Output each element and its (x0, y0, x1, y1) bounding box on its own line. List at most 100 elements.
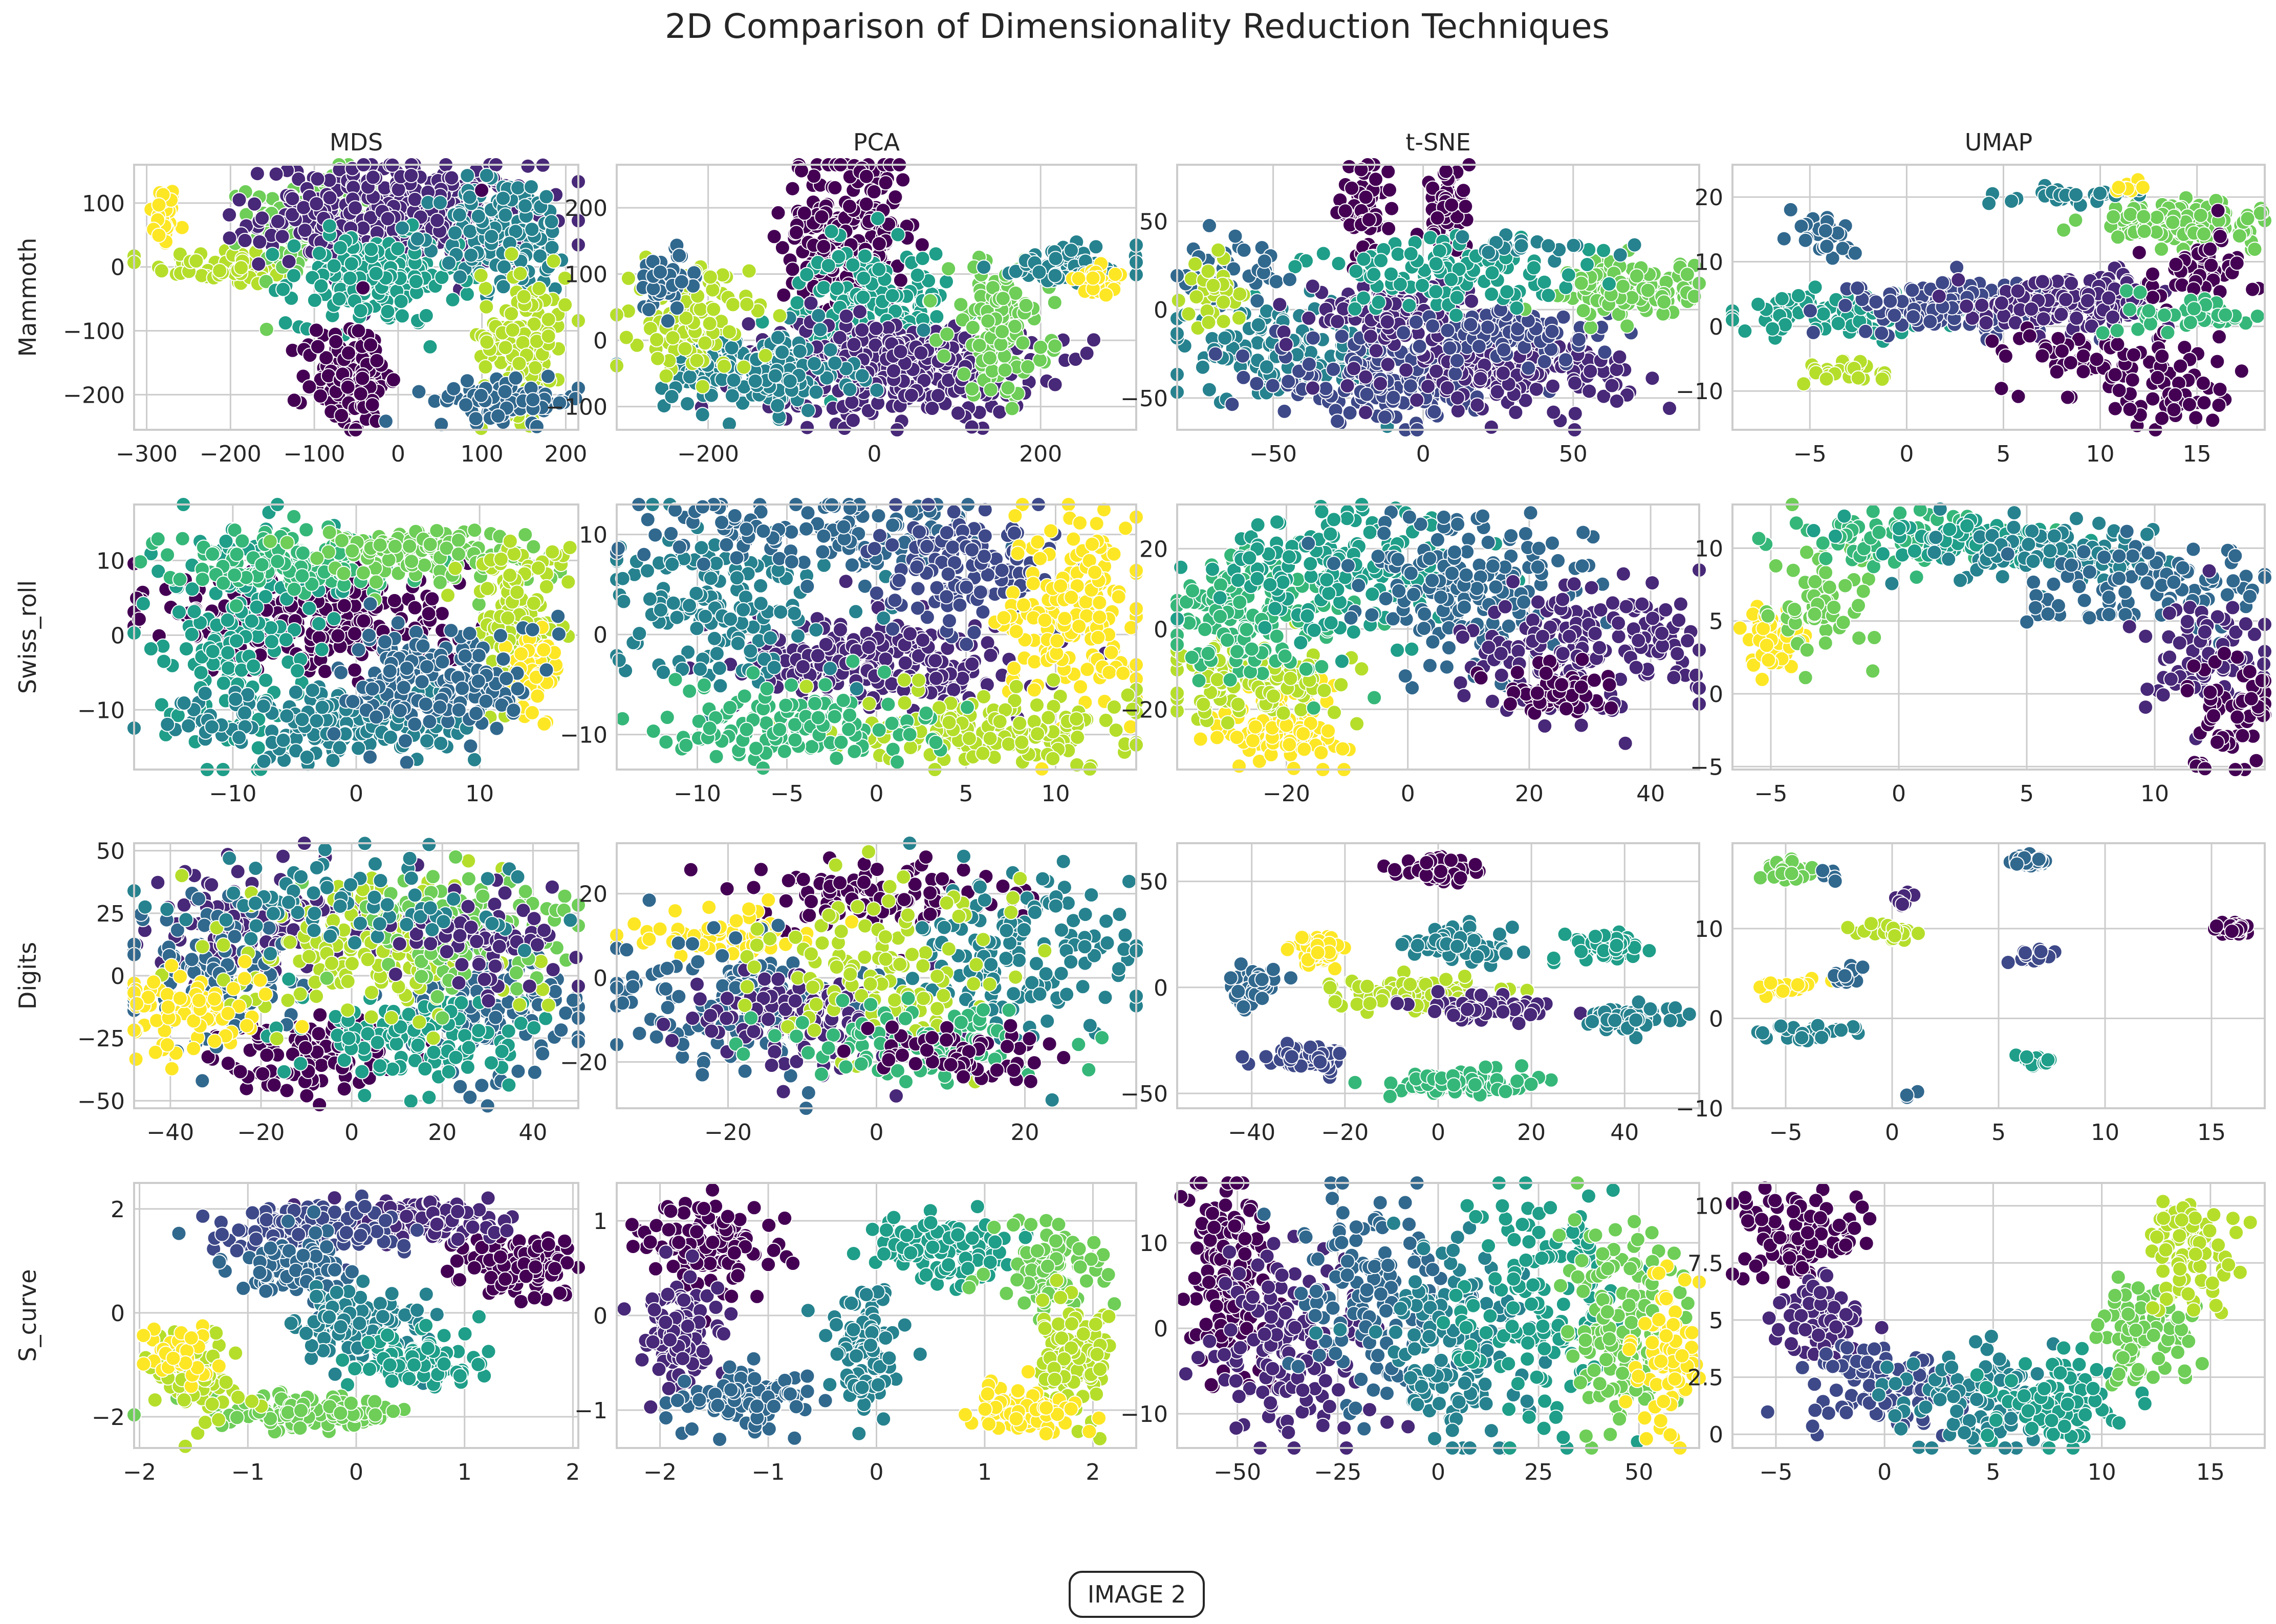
x-tick-label: 50 (1559, 441, 1588, 467)
data-point (512, 266, 528, 281)
data-point (807, 356, 822, 371)
subplot-grid: −300 −200 −100 0 100 200−200−1000100MDSMammot… (14, 128, 2272, 1485)
scatter-points (1725, 172, 2272, 437)
data-point (1207, 346, 1223, 362)
data-point (1373, 253, 1389, 269)
data-point (1439, 380, 1455, 396)
data-point (995, 291, 1011, 306)
data-point (254, 210, 270, 226)
data-point (1282, 272, 1297, 288)
data-point (1224, 397, 1240, 412)
data-point (1259, 359, 1274, 375)
data-point (1805, 324, 1821, 340)
data-point (741, 263, 757, 279)
data-point (233, 260, 249, 276)
y-tick-label: −50 (1120, 386, 1168, 412)
data-point (702, 316, 718, 332)
data-point (650, 350, 665, 366)
data-point (348, 200, 363, 216)
data-point (1597, 344, 1613, 360)
data-point (328, 334, 344, 349)
data-point (936, 348, 952, 364)
data-point (2068, 187, 2084, 203)
data-point (1358, 405, 1374, 421)
data-point (1807, 279, 1823, 295)
data-point (1546, 404, 1562, 420)
data-point (2122, 402, 2138, 417)
data-point (916, 322, 931, 338)
data-point (1428, 363, 1444, 379)
data-point (816, 280, 832, 296)
data-point (2131, 245, 2147, 260)
data-point (671, 248, 687, 264)
data-point (1007, 318, 1023, 334)
data-point (909, 267, 925, 283)
data-point (1993, 381, 2009, 397)
data-point (858, 168, 874, 184)
data-point (265, 247, 280, 262)
data-point (1447, 366, 1463, 382)
data-point (1401, 298, 1417, 313)
data-point (1031, 264, 1047, 280)
data-point (852, 304, 868, 320)
data-point (1420, 379, 1436, 394)
data-point (1337, 203, 1353, 219)
data-point (1981, 195, 1997, 211)
data-point (1361, 212, 1377, 228)
data-point (343, 256, 359, 272)
data-point (529, 419, 545, 434)
data-point (1371, 294, 1386, 310)
data-point (1874, 371, 1890, 387)
data-point (1305, 278, 1320, 294)
data-point (842, 199, 857, 214)
data-point (1604, 378, 1620, 393)
data-point (1415, 277, 1430, 293)
data-point (411, 384, 427, 400)
data-point (660, 313, 676, 329)
data-point (924, 401, 940, 416)
data-point (1385, 389, 1401, 405)
data-point (725, 297, 741, 313)
data-point (1281, 374, 1296, 389)
data-point (441, 255, 457, 271)
data-point (297, 223, 313, 238)
data-point (845, 257, 861, 273)
data-point (1235, 348, 1251, 364)
data-point (1783, 202, 1798, 217)
data-point (1448, 308, 1464, 323)
data-point (747, 373, 763, 389)
data-point (1541, 288, 1556, 303)
data-point (409, 231, 425, 247)
data-point (1305, 380, 1320, 396)
data-point (1484, 287, 1500, 302)
data-point (1615, 278, 1631, 294)
data-point (479, 299, 494, 315)
data-point (2186, 301, 2202, 317)
data-point (353, 303, 369, 319)
data-point (540, 328, 556, 344)
data-point (408, 274, 424, 290)
data-point (1573, 275, 1589, 291)
scatter-points (609, 157, 1144, 437)
data-point (1558, 352, 1573, 368)
data-point (2110, 229, 2126, 245)
data-point (1456, 183, 1471, 199)
data-point (2149, 209, 2165, 225)
data-point (222, 207, 237, 223)
data-point (1483, 419, 1499, 435)
data-point (1249, 293, 1265, 309)
data-point (1256, 253, 1272, 269)
data-point (544, 239, 560, 255)
data-point (2150, 369, 2165, 385)
y-tick-label: 100 (565, 262, 608, 288)
data-point (1778, 317, 1793, 333)
data-point (458, 397, 473, 413)
data-point (856, 270, 872, 286)
data-point (393, 294, 409, 310)
data-point (2064, 275, 2079, 291)
data-point (812, 322, 828, 338)
data-point (1318, 381, 1334, 397)
data-point (1601, 276, 1617, 292)
